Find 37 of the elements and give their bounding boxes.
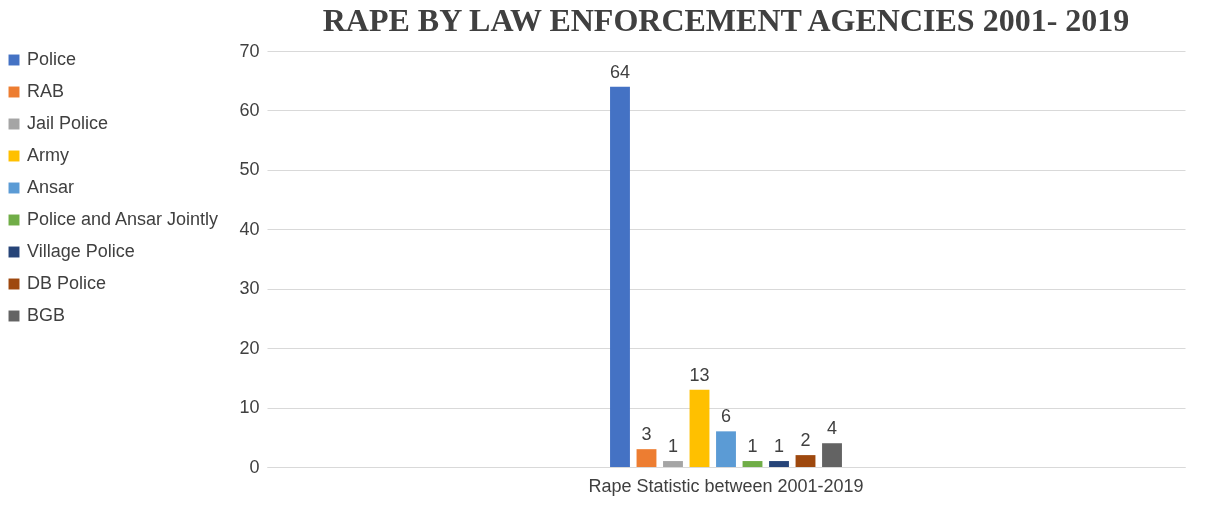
bar: [689, 389, 710, 467]
y-tick-label: 50: [239, 159, 260, 180]
bar: [822, 443, 842, 467]
bar: [636, 449, 657, 467]
legend-label: Police: [27, 49, 77, 69]
bar: [795, 455, 816, 467]
data-label: 6: [720, 406, 732, 427]
bar: [742, 461, 763, 467]
legend-label: Jail Police: [27, 113, 109, 133]
y-tick-label: 60: [239, 99, 260, 120]
y-tick-label: 0: [249, 456, 260, 477]
y-tick-label: 20: [239, 337, 260, 358]
data-label: 1: [774, 436, 785, 457]
data-label: 1: [667, 436, 678, 457]
data-label: 13: [689, 364, 710, 385]
bar: [610, 86, 630, 467]
y-tick-label: 30: [239, 278, 260, 299]
bar: [769, 461, 789, 467]
legend-label: RAB: [27, 81, 65, 101]
x-tick-label: Rape Statistic between 2001-2019: [588, 475, 864, 496]
y-tick-label: 70: [239, 40, 260, 61]
y-tick-label: 10: [239, 397, 260, 418]
data-label: 1: [747, 436, 758, 457]
legend-label: Village Police: [27, 241, 135, 261]
data-label: 2: [800, 430, 811, 451]
legend-label: BGB: [27, 305, 66, 325]
y-tick-label: 40: [239, 218, 260, 239]
chart-title: RAPE BY LAW ENFORCEMENT AGENCIES 2001- 2019: [322, 2, 1130, 38]
data-label: 4: [827, 418, 838, 439]
data-label: 64: [609, 61, 631, 82]
bar: [663, 461, 683, 467]
legend-label: Army: [27, 145, 69, 165]
bar: [716, 431, 736, 467]
legend-label: DB Police: [27, 273, 107, 293]
data-label: 3: [641, 424, 652, 445]
legend-label: Police and Ansar Jointly: [27, 209, 219, 229]
legend-label: Ansar: [27, 177, 75, 197]
